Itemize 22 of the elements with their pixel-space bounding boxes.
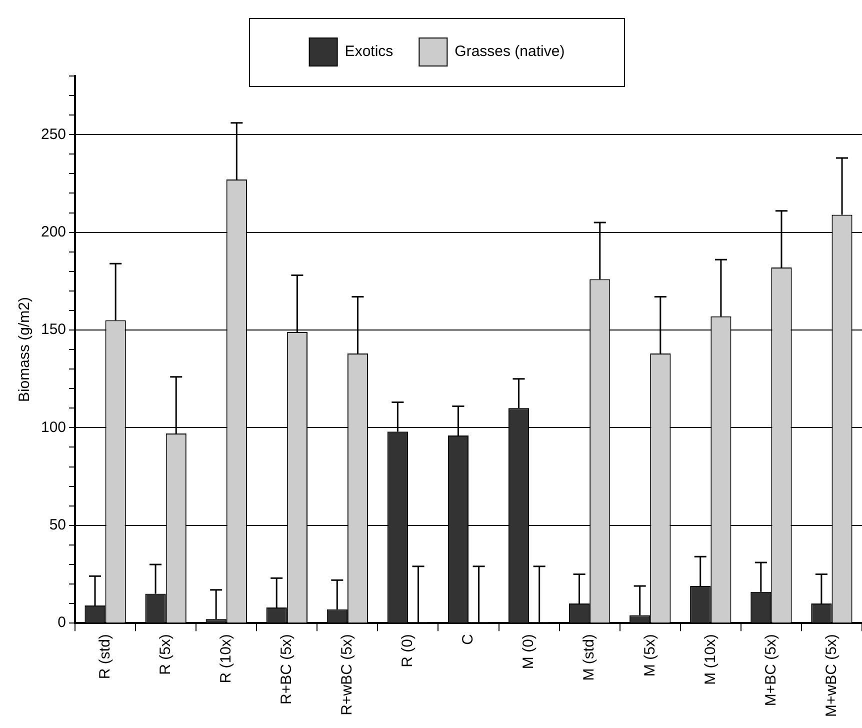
legend-label: Exotics bbox=[344, 43, 394, 60]
x-tick-label: M (0) bbox=[520, 634, 538, 670]
x-tick-label: R+wBC (5x) bbox=[338, 634, 356, 716]
y-tick-label: 0 bbox=[58, 614, 66, 632]
y-tick-label: 50 bbox=[49, 516, 66, 534]
x-tick-label: R (10x) bbox=[218, 634, 235, 684]
x-tick-label: M+BC (5x) bbox=[762, 634, 780, 706]
x-tick-label: R (std) bbox=[96, 634, 114, 680]
y-tick-label: 250 bbox=[40, 126, 66, 143]
legend-label: Grasses (native) bbox=[454, 43, 565, 60]
x-tick-label: R (5x) bbox=[156, 634, 174, 675]
x-tick-label: M (std) bbox=[580, 634, 598, 681]
y-axis-title: Biomass (g/m2) bbox=[16, 297, 34, 402]
y-tick-label: 200 bbox=[40, 223, 66, 240]
x-tick-label: C bbox=[460, 634, 477, 645]
y-tick-label: 150 bbox=[40, 321, 66, 338]
x-tick-label: R (0) bbox=[399, 634, 416, 668]
x-tick-label: R+BC (5x) bbox=[278, 634, 296, 705]
x-tick-label: M (5x) bbox=[641, 634, 658, 677]
x-tick-label: M (10x) bbox=[702, 634, 719, 685]
x-tick-label: M+wBC (5x) bbox=[822, 634, 840, 718]
y-tick-label: 100 bbox=[40, 418, 66, 436]
